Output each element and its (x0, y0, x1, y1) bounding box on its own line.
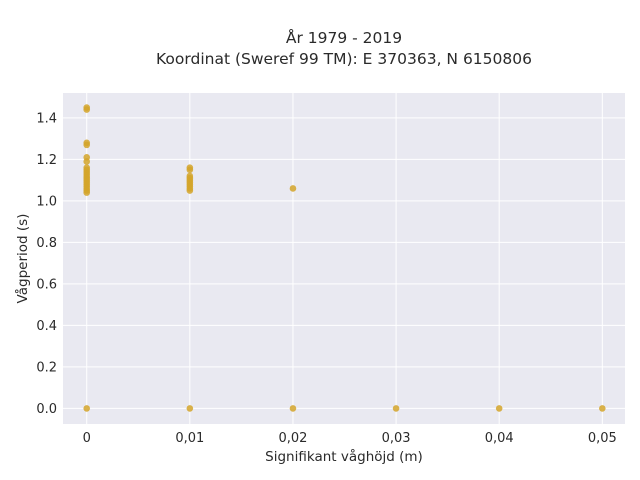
x-tick-label: 0,03 (382, 431, 411, 446)
x-axis-label: Signifikant våghöjd (m) (265, 448, 423, 465)
y-tick-label: 0.6 (36, 277, 57, 292)
data-point (289, 185, 297, 192)
x-tick-label: 0,04 (485, 431, 514, 446)
x-axis-ticks: 0 0,01 0,02 0,03 0,04 0,05 (83, 431, 617, 446)
data-point (186, 166, 194, 174)
data-point (83, 106, 91, 113)
data-point (186, 405, 194, 412)
y-tick-label: 0.8 (36, 236, 57, 251)
grid-lines (63, 93, 625, 424)
data-point (83, 158, 91, 165)
chart-title-line-1: År 1979 - 2019 (285, 29, 403, 47)
y-tick-label: 1.2 (36, 153, 57, 168)
x-tick-label: 0,05 (588, 431, 617, 446)
data-point (83, 141, 91, 149)
x-tick-label: 0,02 (278, 431, 307, 446)
data-point (186, 187, 194, 194)
y-tick-label: 0.4 (36, 319, 57, 334)
data-point (83, 405, 91, 412)
data-point (599, 405, 606, 412)
data-point (289, 405, 297, 412)
y-axis-label: Vågperiod (s) (14, 214, 31, 304)
data-point (392, 405, 400, 412)
data-points (83, 104, 606, 412)
y-tick-label: 0.2 (36, 360, 57, 375)
x-tick-label: 0 (83, 431, 91, 446)
y-tick-label: 1.4 (36, 111, 57, 126)
data-point (83, 189, 91, 196)
x-tick-label: 0,01 (175, 431, 204, 446)
y-axis-ticks: 0.0 0.2 0.4 0.6 0.8 1.0 1.2 1.4 (36, 111, 57, 417)
chart-title-line-2: Koordinat (Sweref 99 TM): E 370363, N 61… (156, 50, 532, 68)
plot-area (63, 93, 625, 424)
y-tick-label: 0.0 (36, 402, 57, 417)
data-point (495, 405, 503, 412)
y-tick-label: 1.0 (36, 194, 57, 209)
